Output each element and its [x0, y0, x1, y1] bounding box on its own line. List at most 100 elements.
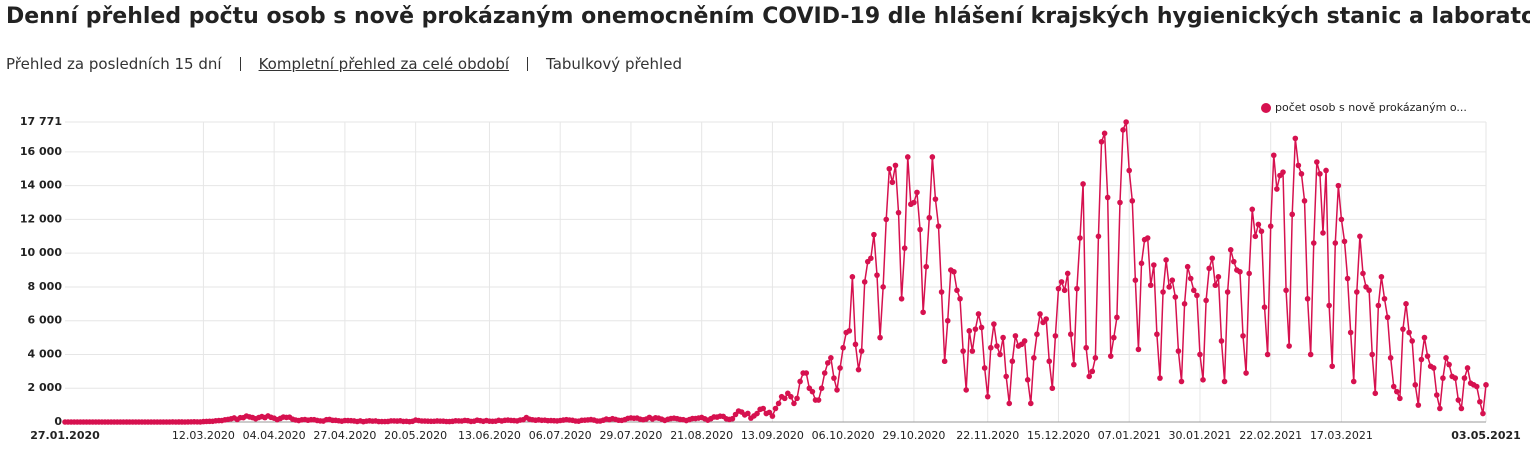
data-point [1157, 375, 1163, 381]
data-point [1101, 130, 1108, 137]
data-point [1006, 400, 1013, 407]
data-point [1366, 287, 1372, 294]
data-point [1187, 275, 1194, 282]
data-point [1477, 398, 1483, 405]
nav-link[interactable]: Přehled za posledních 15 dní [6, 55, 222, 73]
x-tick-label: 20.05.2020 [384, 429, 447, 442]
data-point [938, 289, 945, 295]
data-point [1461, 375, 1468, 381]
data-point [932, 196, 939, 202]
data-point [920, 309, 926, 316]
data-point [1289, 211, 1296, 218]
data-point [1240, 333, 1246, 339]
data-point [1151, 262, 1157, 268]
data-point [1212, 282, 1219, 289]
x-tick-label: 27.04.2020 [313, 429, 376, 442]
x-tick-label: 04.04.2020 [243, 429, 306, 442]
x-tick-label: 15.12.2020 [1027, 429, 1090, 442]
data-point [1230, 258, 1237, 265]
data-point [1129, 198, 1136, 204]
data-point [1387, 355, 1394, 361]
data-point [972, 326, 979, 332]
data-point [1424, 353, 1431, 359]
data-point [1400, 326, 1406, 332]
nav-link[interactable]: Tabulkový přehled [546, 55, 682, 73]
data-point [1341, 238, 1348, 245]
data-point [997, 351, 1003, 358]
data-point [1314, 159, 1320, 165]
data-point [1369, 351, 1375, 358]
data-point [803, 370, 810, 376]
data-point [1249, 206, 1256, 213]
data-point [1354, 289, 1360, 295]
data-point [1246, 270, 1252, 277]
data-point [837, 365, 843, 371]
data-point [1418, 356, 1425, 363]
data-point [809, 388, 816, 395]
x-tick-label: 07.01.2021 [1098, 429, 1161, 442]
data-point [880, 284, 886, 290]
x-tick-label: 03.05.2021 [1451, 429, 1521, 442]
data-point [1421, 334, 1428, 341]
data-point [1003, 373, 1009, 380]
data-point [861, 279, 868, 285]
data-point [954, 287, 960, 294]
data-point [978, 324, 985, 331]
x-tick-label: 17.03.2021 [1310, 429, 1373, 442]
data-point [895, 209, 902, 216]
data-point [1480, 410, 1486, 417]
data-point [797, 378, 803, 385]
data-point [1147, 282, 1154, 289]
data-point [1132, 277, 1139, 283]
y-tick-label: 4 000 [28, 347, 63, 360]
data-point [1089, 368, 1096, 375]
data-point [1323, 167, 1329, 174]
data-point [1473, 383, 1480, 390]
data-point [960, 348, 966, 354]
data-point [1123, 119, 1129, 125]
data-point [1264, 351, 1271, 358]
data-point [1197, 351, 1203, 358]
data-point [1452, 375, 1459, 381]
nav-link[interactable]: Kompletní přehled za celé období [258, 55, 510, 73]
data-point [1163, 257, 1169, 263]
data-point [1258, 228, 1265, 235]
data-point [1061, 287, 1068, 294]
data-point [1403, 301, 1409, 307]
data-point [1344, 275, 1351, 282]
separator [239, 57, 241, 71]
separator [527, 57, 529, 71]
data-point [1055, 285, 1062, 292]
data-point [957, 295, 963, 302]
data-point [1283, 287, 1289, 294]
data-point [1433, 392, 1440, 398]
data-point [831, 375, 837, 381]
data-point [1104, 194, 1111, 201]
data-point [760, 405, 766, 412]
data-point [781, 395, 788, 402]
legend-marker [1261, 103, 1271, 113]
data-point [1483, 382, 1489, 388]
data-point [824, 360, 831, 366]
data-point [883, 216, 890, 223]
x-tick-label: 06.07.2020 [529, 429, 592, 442]
data-point [840, 344, 846, 351]
data-point [1194, 292, 1200, 299]
legend-label: počet osob s nově prokázaným o... [1275, 101, 1467, 114]
data-point [886, 165, 893, 172]
data-point [981, 365, 988, 371]
data-point [1280, 169, 1286, 175]
data-point [855, 366, 862, 373]
y-tick-label: 8 000 [28, 280, 63, 293]
data-point [941, 358, 948, 365]
data-point [1261, 304, 1268, 311]
data-point [1320, 230, 1326, 236]
data-point [1024, 376, 1031, 383]
data-point [1034, 331, 1040, 338]
x-tick-label: 29.07.2020 [599, 429, 662, 442]
data-point [984, 393, 991, 400]
data-point [1218, 338, 1225, 344]
data-point [745, 410, 751, 417]
data-point [1067, 331, 1074, 338]
